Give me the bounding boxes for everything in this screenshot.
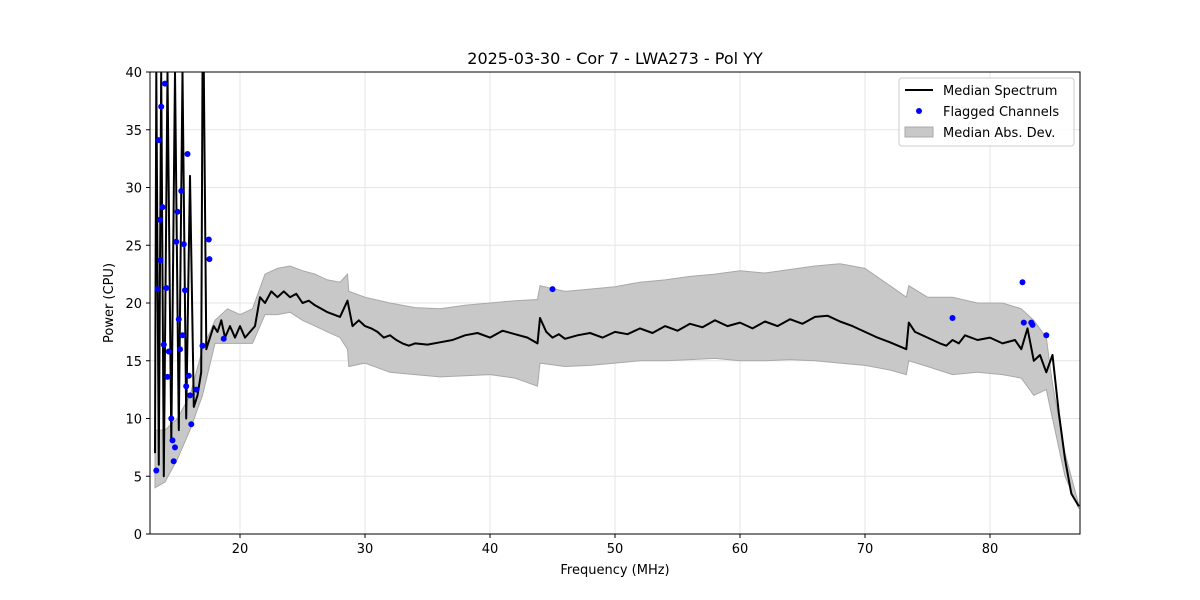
flagged-channel-point: [170, 458, 177, 465]
flagged-channel-point: [157, 216, 163, 223]
median-abs-dev-band: [154, 263, 1080, 509]
y-tick-label: 15: [125, 355, 142, 370]
flagged-channel-point: [193, 386, 200, 393]
y-tick-label: 25: [125, 239, 142, 254]
y-axis-ticks: 0 5 10 15 20 25 30 35 40: [125, 66, 150, 543]
legend-flagged-swatch: [916, 108, 922, 114]
flagged-channel-point: [206, 256, 213, 263]
flagged-channel-point: [174, 208, 181, 215]
flagged-channel-point: [178, 188, 185, 194]
y-tick-label: 30: [125, 182, 142, 197]
median-spectrum-line: [154, 72, 1080, 507]
x-tick-label: 70: [857, 542, 874, 557]
x-tick-label: 30: [357, 542, 374, 557]
flagged-channel-point: [187, 392, 193, 399]
y-tick-label: 35: [125, 124, 142, 139]
flagged-channel-point: [164, 373, 171, 380]
y-tick-label: 10: [125, 413, 142, 428]
flagged-channel-point: [155, 137, 162, 144]
legend-mad-label: Median Abs. Dev.: [943, 126, 1055, 141]
flagged-channel-point: [157, 257, 164, 264]
flagged-channels: [153, 80, 1050, 474]
flagged-channel-point: [1020, 319, 1027, 326]
legend-mad-swatch: [904, 126, 934, 138]
y-tick-label: 5: [134, 470, 142, 485]
flagged-channel-point: [177, 346, 183, 353]
flagged-channel-point: [199, 342, 206, 349]
x-axis-label: Frequency (MHz): [560, 563, 669, 578]
flagged-channel-point: [1029, 321, 1036, 328]
flagged-channel-point: [179, 332, 186, 339]
flagged-channel-point: [172, 444, 178, 451]
flagged-channel-point: [1043, 332, 1050, 339]
flagged-channel-point: [185, 372, 192, 379]
x-tick-label: 50: [607, 542, 624, 557]
flagged-channel-point: [175, 316, 182, 323]
y-tick-label: 20: [125, 297, 142, 312]
flagged-channel-point: [169, 437, 176, 444]
flagged-channel-point: [949, 315, 956, 321]
flagged-channel-point: [165, 348, 172, 355]
flagged-channel-point: [173, 238, 180, 245]
x-tick-label: 40: [482, 542, 499, 557]
flagged-channel-point: [162, 80, 168, 87]
flagged-channel-point: [163, 285, 170, 291]
flagged-channel-point: [182, 287, 188, 294]
flagged-channel-point: [154, 286, 161, 293]
flagged-channel-point: [549, 286, 556, 293]
legend-flagged-label: Flagged Channels: [943, 105, 1059, 120]
y-tick-label: 40: [125, 66, 142, 81]
x-tick-label: 80: [982, 542, 999, 557]
legend-box: [898, 77, 1075, 147]
y-tick-label: 0: [134, 528, 142, 543]
y-axis-label: Power (CPU): [102, 263, 117, 343]
flagged-channel-point: [168, 415, 175, 422]
flagged-channel-point: [220, 335, 227, 342]
flagged-channel-point: [188, 421, 195, 428]
flagged-channel-point: [158, 103, 165, 110]
legend-median-label: Median Spectrum: [943, 84, 1057, 99]
x-tick-label: 60: [732, 542, 749, 557]
flagged-channel-point: [205, 236, 212, 243]
flagged-channel-point: [159, 204, 166, 211]
chart-title: 2025-03-30 - Cor 7 - LWA273 - Pol YY: [467, 49, 763, 68]
flagged-channel-point: [153, 467, 160, 474]
x-axis-ticks: 20 30 40 50 60 70 80: [232, 534, 999, 557]
flagged-channel-point: [180, 241, 187, 248]
flagged-channel-point: [160, 341, 167, 348]
flagged-channel-point: [1019, 279, 1026, 286]
flagged-channel-point: [184, 151, 191, 157]
legend: Median Spectrum Flagged Channels Median …: [898, 77, 1075, 147]
flagged-channel-point: [183, 383, 190, 390]
x-tick-label: 20: [232, 542, 249, 557]
